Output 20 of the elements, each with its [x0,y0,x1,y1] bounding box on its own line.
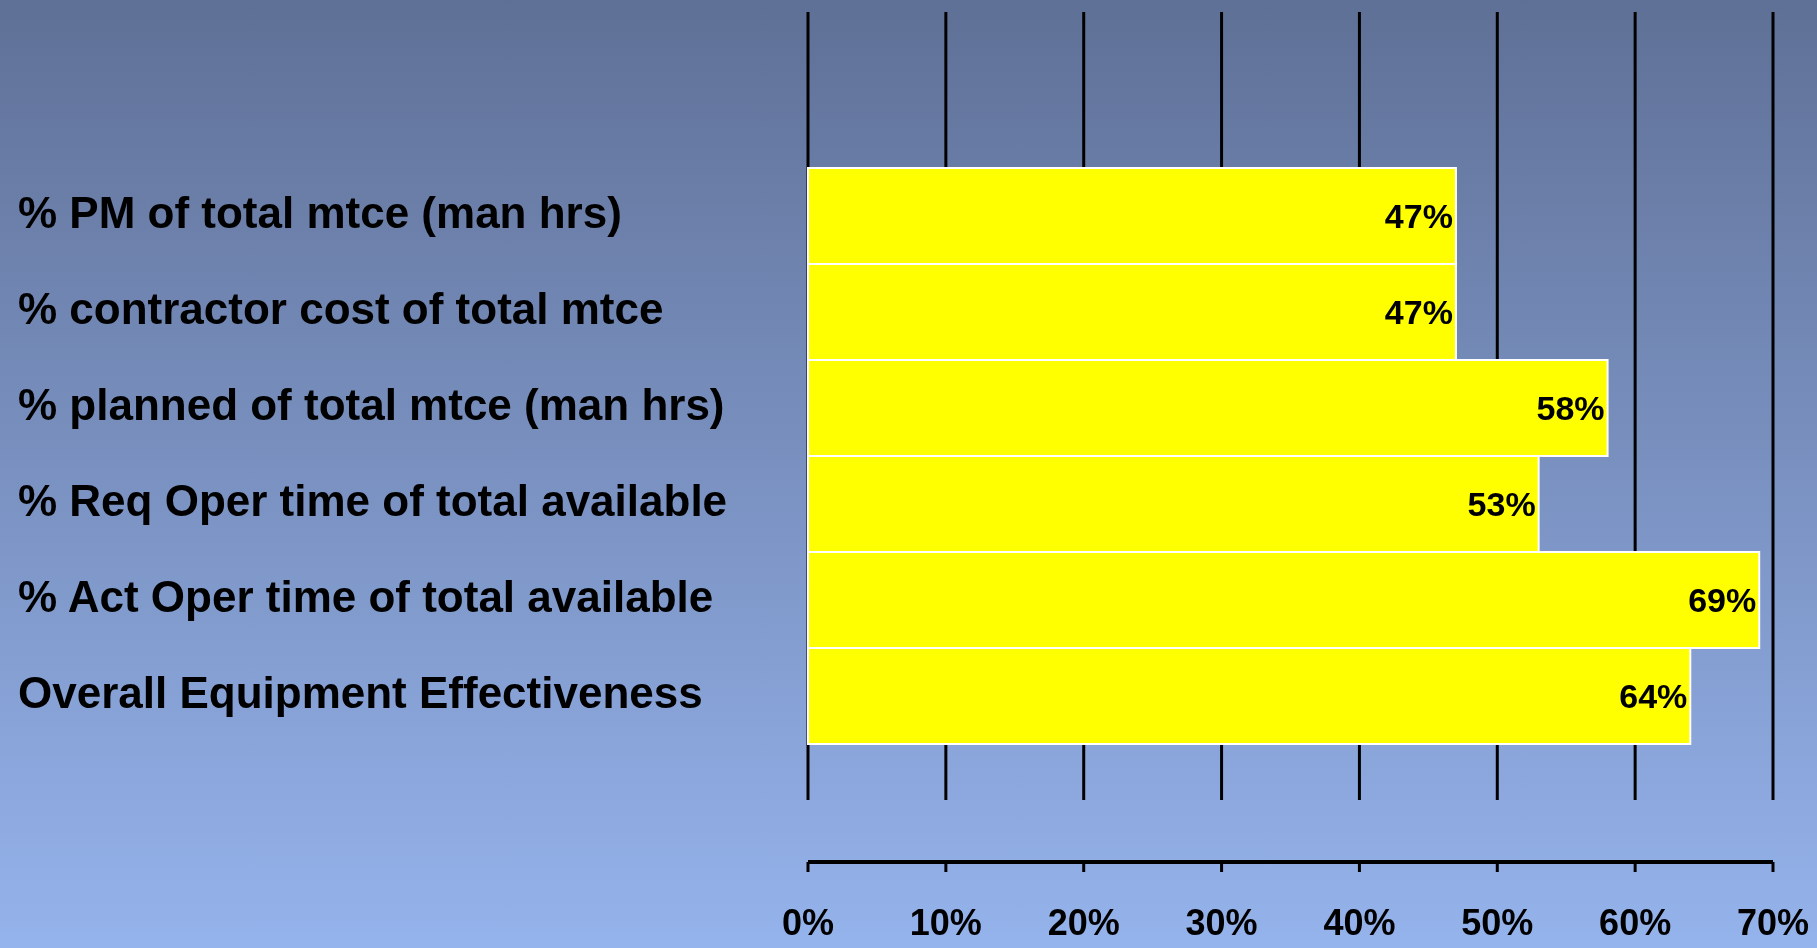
data-label: 47% [1384,293,1453,331]
data-label: 64% [1619,677,1688,715]
x-tick-label: 40% [1323,902,1396,943]
x-tick-label: 30% [1185,902,1258,943]
x-tick-label: 20% [1047,902,1120,943]
x-tick-label: 50% [1461,902,1534,943]
data-label: 53% [1467,485,1536,523]
data-label: 47% [1384,197,1453,235]
x-tick-label: 10% [909,902,982,943]
x-tick-label: 70% [1736,902,1810,943]
y-tick-label: % PM of total mtce (man hrs) [18,188,622,237]
y-tick-label: % Req Oper time of total available [18,476,728,525]
y-tick-label: Overall Equipment Effectiveness [18,668,703,717]
y-tick-label: % Act Oper time of total available [18,572,714,621]
y-tick-label: % planned of total mtce (man hrs) [18,380,725,429]
data-label: 69% [1688,581,1757,619]
x-tick-label: 0% [781,902,835,943]
y-tick-label: % contractor cost of total mtce [18,284,664,333]
data-label: 58% [1536,389,1605,427]
x-tick-label: 60% [1599,902,1672,943]
